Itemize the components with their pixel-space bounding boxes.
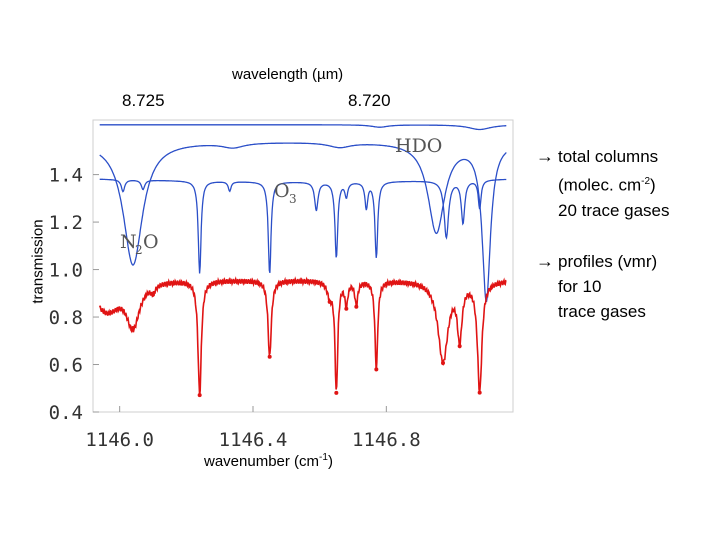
annotation-2-line1: → profiles (vmr) [536, 249, 657, 274]
measured-point [267, 354, 272, 359]
series-line-o3 [99, 178, 507, 274]
top-axis-label: wavelength (µm) [232, 66, 344, 83]
measured-point [477, 390, 482, 395]
annotation-1-line2-suffix: ) [650, 175, 656, 195]
series-label-o3-sub: 3 [289, 192, 297, 206]
x-axis-label: wavenumber (cm-1) [204, 452, 333, 470]
x-tick-label: 1146.4 [219, 429, 288, 451]
x-tick-label: 1146.8 [352, 429, 421, 451]
series-label-n2o-sub: 2 [135, 243, 143, 257]
series-line-n2o [99, 142, 507, 303]
annotation-1-line2-prefix: (molec. cm [558, 175, 642, 195]
annotation-1-line2: (molec. cm-2) [536, 169, 670, 198]
measured-point [354, 304, 359, 309]
annotation-total-columns: → total columns (molec. cm-2) 20 trace ga… [536, 144, 670, 223]
y-tick-label: 1.0 [49, 260, 83, 282]
annotation-2-line3: trace gases [558, 302, 646, 321]
x-axis-label-sup: -1 [319, 452, 328, 463]
x-axis-label-prefix: wavenumber (cm [204, 453, 320, 470]
measured-point [344, 306, 349, 311]
x-tick-label: 1146.0 [85, 429, 154, 451]
arrow-icon: → [536, 251, 554, 271]
measured-point [457, 344, 462, 349]
series-label-n2o-suffix: O [143, 231, 159, 253]
series-line-measured [98, 276, 507, 396]
arrow-icon: → [536, 146, 554, 166]
annotation-1-line1: → total columns [536, 144, 670, 169]
y-tick-label: 1.4 [49, 165, 83, 187]
measured-point [197, 393, 202, 398]
measured-point [441, 361, 445, 366]
x-axis-label-suffix: ) [327, 453, 333, 470]
series-label-o3: O [274, 180, 290, 202]
y-tick-label: 0.6 [49, 355, 83, 377]
wavelength-tick-8725: 8.725 [122, 91, 165, 110]
annotation-1-line2-sup: -2 [641, 176, 651, 187]
measured-point [131, 326, 135, 331]
measured-point [327, 299, 332, 304]
plot-frame [92, 119, 514, 413]
measured-point [334, 390, 339, 395]
wavelength-tick-8720: 8.720 [348, 91, 391, 110]
measured-point [374, 367, 379, 372]
annotation-2-line1-text: profiles (vmr) [558, 252, 658, 271]
annotation-profiles: → profiles (vmr) for 10 trace gases [536, 249, 657, 324]
series-label-hdo: HDO [395, 135, 442, 157]
y-tick-label: 1.2 [49, 212, 83, 234]
annotation-2-line2: for 10 [558, 277, 602, 296]
annotation-1-line3: 20 trace gases [558, 200, 670, 220]
measured-point [151, 292, 155, 297]
y-tick-label: 0.8 [49, 307, 83, 329]
series-line-hdo [99, 124, 507, 131]
y-tick-label: 0.4 [49, 402, 83, 424]
series-label-n2o: N [120, 231, 137, 253]
annotation-1-line1-text: total columns [558, 147, 659, 166]
